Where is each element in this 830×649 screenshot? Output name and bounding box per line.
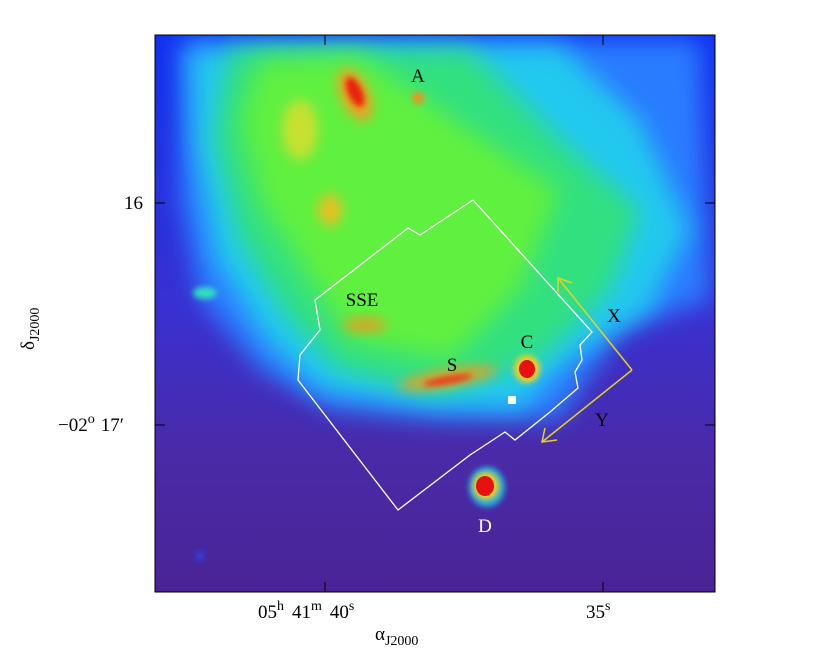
y-tick-label: −02o 17′ (58, 412, 124, 436)
title-part: δ (18, 341, 39, 350)
tick-part: m (311, 599, 322, 614)
label-c: C (521, 332, 534, 353)
intensity-map (155, 35, 715, 592)
label-a: A (411, 66, 425, 87)
x-tick-label: 05h 41m 40s (258, 599, 354, 623)
marker (508, 396, 516, 404)
title-part: J2000 (385, 634, 418, 649)
tick-part: −02 (58, 415, 88, 436)
y-axis-title: δJ2000 (18, 308, 43, 350)
direction-arrows (541, 276, 633, 443)
tick-part: o (88, 412, 95, 427)
tick-part: 05 (258, 602, 277, 623)
label-s: S (447, 355, 458, 376)
tick-part: s (349, 599, 354, 614)
tick-part: h (277, 599, 284, 614)
tick-part: 40 (330, 602, 349, 623)
plot-frame (154, 34, 716, 593)
ticks (155, 35, 715, 592)
label-y: Y (595, 410, 609, 431)
x-axis-title: αJ2000 (375, 624, 418, 649)
x-tick-label: 35s (586, 599, 610, 623)
footprint-outline (297, 199, 593, 511)
title-part: J2000 (28, 308, 43, 341)
label-sse: SSE (346, 290, 379, 311)
tick-part: 41 (292, 602, 311, 623)
tick-part: s (605, 599, 610, 614)
label-x: X (607, 306, 621, 327)
title-part: α (375, 624, 385, 645)
tick-part: 35 (586, 602, 605, 623)
y-tick-label: 16 (124, 193, 143, 214)
label-d: D (478, 516, 492, 537)
tick-part: 17′ (101, 415, 124, 436)
